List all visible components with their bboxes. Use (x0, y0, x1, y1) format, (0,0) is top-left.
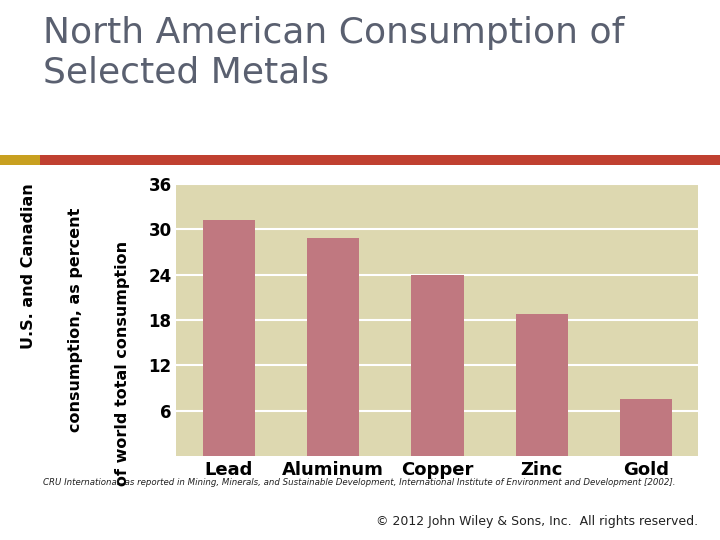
Text: consumption, as percent: consumption, as percent (68, 208, 83, 432)
Bar (202, 220, 255, 456)
Text: of world total consumption: of world total consumption (115, 241, 130, 485)
Bar (0, 155, 40, 165)
Text: North American Consumption of
Selected Metals: North American Consumption of Selected M… (43, 16, 624, 90)
Bar (307, 238, 359, 456)
Bar (411, 274, 464, 456)
Text: CRU International, as reported in Mining, Minerals, and Sustainable Development,: CRU International, as reported in Mining… (43, 478, 675, 487)
Bar (620, 400, 672, 456)
Text: U.S. and Canadian: U.S. and Canadian (22, 183, 36, 349)
Bar (516, 314, 568, 456)
Text: © 2012 John Wiley & Sons, Inc.  All rights reserved.: © 2012 John Wiley & Sons, Inc. All right… (377, 515, 698, 528)
